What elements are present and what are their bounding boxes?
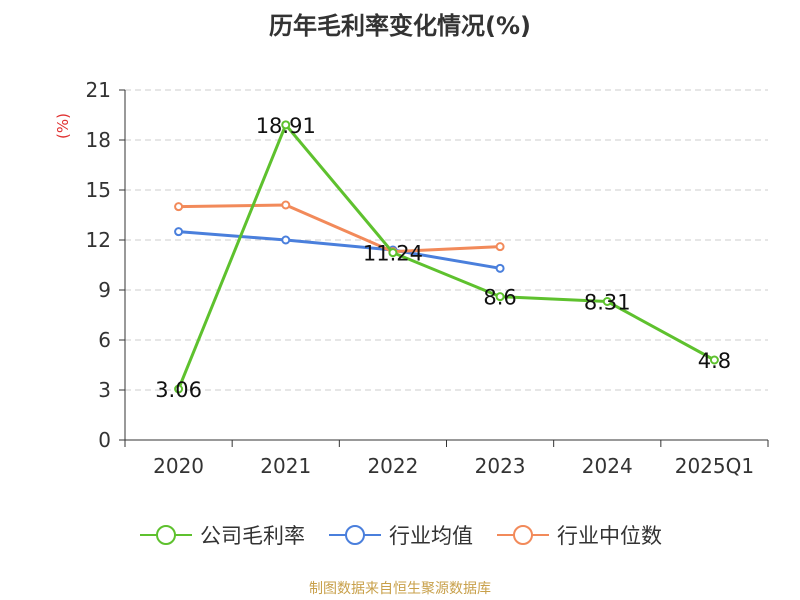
data-label: 3.06 (155, 378, 202, 402)
legend-label: 公司毛利率 (200, 524, 305, 548)
legend-label: 行业均值 (389, 524, 473, 548)
x-tick-label: 2020 (153, 454, 204, 478)
data-point (602, 297, 612, 306)
legend-marker (156, 525, 176, 545)
data-point (174, 202, 184, 212)
y-tick-label: 21 (86, 78, 111, 102)
y-tick-label: 0 (98, 428, 111, 452)
legend-swatch (497, 525, 549, 545)
legend-item[interactable]: 行业中位数 (495, 520, 662, 550)
legend-swatch (329, 525, 381, 545)
legend-item[interactable]: 公司毛利率 (138, 520, 305, 550)
y-tick-labels: 0 3 6 9 12 15 18 21 (86, 78, 111, 452)
data-label: 4.8 (698, 349, 731, 373)
legend-marker (345, 525, 365, 545)
axes (119, 89, 769, 447)
x-tick-label: 2025Q1 (675, 454, 754, 478)
data-point (495, 263, 505, 273)
series-line (178, 230, 501, 270)
x-tick-labels: 2020 2021 2022 2023 2024 2025Q1 (153, 454, 754, 478)
legend-label: 行业中位数 (557, 524, 662, 548)
data-point (281, 235, 291, 245)
data-point (388, 248, 398, 258)
y-tick-label: 12 (86, 228, 111, 252)
legend-item[interactable]: 行业均值 (327, 520, 473, 550)
y-tick-label: 15 (86, 178, 111, 202)
x-tick-label: 2024 (582, 454, 633, 478)
x-tick-label: 2021 (260, 454, 311, 478)
legend-marker (513, 525, 533, 545)
legend: 公司毛利率 行业均值 行业中位数 (0, 520, 800, 550)
x-tick-label: 2023 (475, 454, 526, 478)
y-tick-label: 9 (98, 278, 111, 302)
data-point (281, 200, 291, 210)
data-label: 8.31 (584, 291, 631, 315)
data-point (281, 120, 291, 130)
data-point (709, 355, 719, 365)
series-lines (174, 120, 719, 394)
x-tick-label: 2022 (367, 454, 418, 478)
data-point (174, 384, 184, 394)
series-line (177, 123, 716, 390)
y-tick-label: 3 (98, 378, 111, 402)
y-tick-label: 6 (98, 328, 111, 352)
source-note: 制图数据来自恒生聚源数据库 (309, 581, 491, 597)
grid-lines (125, 89, 768, 391)
data-label: 11.24 (363, 242, 423, 266)
data-labels: 3.06 18.91 11.24 8.6 8.31 4.8 (155, 114, 731, 402)
y-axis-label: (%) (54, 113, 72, 139)
legend-swatch (140, 525, 192, 545)
data-point (174, 227, 184, 237)
y-tick-label: 18 (86, 128, 111, 152)
data-label: 18.91 (256, 114, 316, 138)
data-point (495, 292, 505, 302)
data-label: 8.6 (483, 286, 516, 310)
series-line (178, 203, 501, 254)
data-point (495, 242, 505, 252)
chart-title: 历年毛利率变化情况(%) (269, 12, 531, 40)
